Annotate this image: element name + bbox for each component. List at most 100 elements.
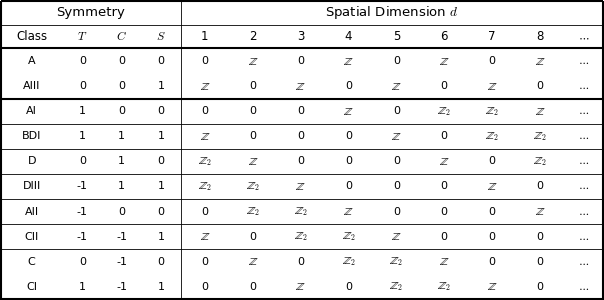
Text: $\mathbb{Z}_2$: $\mathbb{Z}_2$ [437, 280, 451, 293]
Text: 0: 0 [489, 257, 495, 267]
Text: 0: 0 [79, 257, 86, 267]
Text: 1: 1 [158, 81, 165, 91]
Text: $\cdots$: $\cdots$ [578, 56, 589, 66]
Text: 0: 0 [536, 282, 544, 292]
Text: 0: 0 [393, 156, 400, 166]
Text: 0: 0 [249, 232, 256, 242]
Text: A: A [28, 56, 36, 66]
Text: $\cdots$: $\cdots$ [578, 206, 589, 217]
Text: $\mathbb{Z}$: $\mathbb{Z}$ [439, 256, 449, 267]
Text: $\mathbb{Z}$: $\mathbb{Z}$ [248, 156, 258, 167]
Text: 0: 0 [249, 81, 256, 91]
Text: CI: CI [26, 282, 37, 292]
Text: 3: 3 [297, 30, 304, 43]
Text: 1: 1 [79, 106, 86, 116]
Text: 0: 0 [345, 182, 352, 191]
Text: 1: 1 [158, 182, 165, 191]
Text: 0: 0 [393, 56, 400, 66]
Text: $\mathbb{Z}_2$: $\mathbb{Z}_2$ [437, 105, 451, 118]
Text: $\mathbb{Z}_2$: $\mathbb{Z}_2$ [294, 205, 307, 218]
Text: $\mathbb{Z}_2$: $\mathbb{Z}_2$ [485, 105, 499, 118]
Text: 0: 0 [345, 282, 352, 292]
Text: 0: 0 [297, 156, 304, 166]
Text: 0: 0 [297, 56, 304, 66]
Text: 0: 0 [297, 106, 304, 116]
Text: $\mathbb{Z}_2$: $\mathbb{Z}_2$ [390, 255, 403, 268]
Text: 1: 1 [79, 282, 86, 292]
Text: 0: 0 [441, 131, 448, 141]
Text: 7: 7 [488, 30, 496, 43]
Text: 0: 0 [249, 106, 256, 116]
Text: 0: 0 [441, 81, 448, 91]
Text: 1: 1 [118, 156, 125, 166]
Text: AII: AII [25, 206, 39, 217]
Text: $\mathbb{Z}$: $\mathbb{Z}$ [439, 56, 449, 67]
Text: 0: 0 [118, 106, 125, 116]
Text: CII: CII [25, 232, 39, 242]
Text: $C$: $C$ [117, 30, 127, 43]
Text: 0: 0 [536, 182, 544, 191]
Text: $\mathbb{Z}$: $\mathbb{Z}$ [535, 206, 545, 217]
Text: $\mathbb{Z}$: $\mathbb{Z}$ [295, 81, 306, 92]
Text: $\mathbb{Z}$: $\mathbb{Z}$ [248, 56, 258, 67]
Text: $\mathbb{Z}$: $\mathbb{Z}$ [487, 281, 497, 292]
Text: $\mathbb{Z}_2$: $\mathbb{Z}_2$ [198, 180, 212, 193]
Text: 0: 0 [201, 206, 208, 217]
Text: Symmetry: Symmetry [56, 6, 125, 19]
Text: 0: 0 [345, 81, 352, 91]
Text: 0: 0 [118, 81, 125, 91]
Text: $\mathbb{Z}_2$: $\mathbb{Z}_2$ [246, 180, 260, 193]
Text: -1: -1 [77, 206, 88, 217]
Text: 0: 0 [158, 106, 165, 116]
Text: 6: 6 [440, 30, 448, 43]
Text: 0: 0 [489, 56, 495, 66]
Text: $\cdots$: $\cdots$ [578, 257, 589, 267]
Text: 0: 0 [249, 282, 256, 292]
Text: $T$: $T$ [77, 30, 88, 43]
Text: 0: 0 [536, 232, 544, 242]
Text: $\mathbb{Z}$: $\mathbb{Z}$ [248, 256, 258, 267]
Text: 0: 0 [201, 106, 208, 116]
Text: $\cdots$: $\cdots$ [578, 282, 589, 292]
Text: 0: 0 [118, 56, 125, 66]
Text: $\mathbb{Z}$: $\mathbb{Z}$ [487, 181, 497, 192]
Text: 0: 0 [393, 206, 400, 217]
Text: 1: 1 [118, 131, 125, 141]
Text: $\mathbb{Z}_2$: $\mathbb{Z}_2$ [390, 280, 403, 293]
Text: 0: 0 [393, 182, 400, 191]
Text: 0: 0 [489, 232, 495, 242]
Text: Spatial Dimension $d$: Spatial Dimension $d$ [326, 4, 459, 21]
Text: $\cdots$: $\cdots$ [578, 182, 589, 191]
Text: 1: 1 [79, 131, 86, 141]
Text: AIII: AIII [23, 81, 40, 91]
Text: -1: -1 [77, 182, 88, 191]
Text: 0: 0 [345, 156, 352, 166]
Text: BDI: BDI [22, 131, 41, 141]
Text: $\mathbb{Z}$: $\mathbb{Z}$ [343, 206, 353, 217]
Text: 0: 0 [158, 206, 165, 217]
Text: 0: 0 [201, 257, 208, 267]
Text: 2: 2 [249, 30, 257, 43]
Text: $\mathbb{Z}_2$: $\mathbb{Z}_2$ [198, 155, 212, 168]
Text: $\mathbb{Z}_2$: $\mathbb{Z}_2$ [533, 130, 547, 143]
Text: $\mathbb{Z}$: $\mathbb{Z}$ [200, 231, 210, 242]
Text: 1: 1 [158, 131, 165, 141]
Text: 4: 4 [345, 30, 352, 43]
Text: 0: 0 [158, 257, 165, 267]
Text: $\mathbb{Z}$: $\mathbb{Z}$ [391, 231, 402, 242]
Text: -1: -1 [117, 282, 127, 292]
Text: $\cdots$: $\cdots$ [578, 81, 589, 91]
Text: $\mathbb{Z}$: $\mathbb{Z}$ [343, 106, 353, 117]
Text: -1: -1 [117, 232, 127, 242]
Text: $\mathbb{Z}$: $\mathbb{Z}$ [200, 81, 210, 92]
Text: $\mathbb{Z}$: $\mathbb{Z}$ [535, 106, 545, 117]
Text: -1: -1 [117, 257, 127, 267]
Text: $\mathbb{Z}_2$: $\mathbb{Z}_2$ [533, 155, 547, 168]
Text: 1: 1 [158, 232, 165, 242]
Text: 0: 0 [297, 257, 304, 267]
Text: 0: 0 [201, 56, 208, 66]
Text: $\cdots$: $\cdots$ [578, 131, 589, 141]
Text: $\mathbb{Z}_2$: $\mathbb{Z}_2$ [341, 230, 355, 243]
Text: AI: AI [26, 106, 37, 116]
Text: 0: 0 [79, 81, 86, 91]
